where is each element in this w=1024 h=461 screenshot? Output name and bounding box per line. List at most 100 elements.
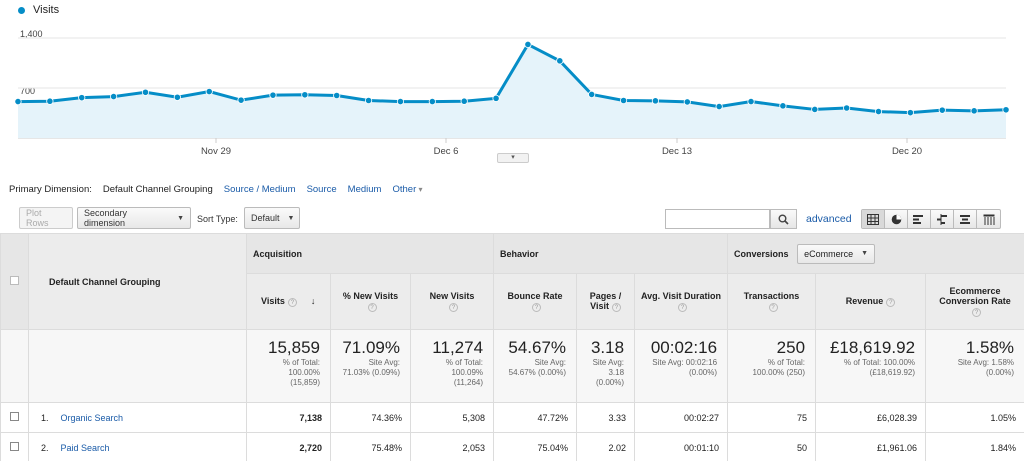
- pie-view-button[interactable]: [885, 210, 908, 228]
- data-point[interactable]: [110, 92, 118, 101]
- data-table-view-button[interactable]: [862, 210, 885, 228]
- col-transactions[interactable]: Transactions?: [727, 273, 817, 330]
- col-bounce-rate[interactable]: Bounce Rate?: [493, 273, 578, 330]
- help-icon[interactable]: ?: [678, 302, 688, 312]
- advanced-filter-link[interactable]: advanced: [806, 213, 852, 225]
- total-value: 3.18: [590, 338, 625, 357]
- help-icon[interactable]: ?: [532, 302, 542, 312]
- dimension-header[interactable]: Default Channel Grouping: [28, 233, 247, 330]
- row-dimension-link[interactable]: Organic Search: [60, 412, 124, 423]
- total-cell: 3.18 Site Avg: 3.18 (0.00%): [576, 329, 636, 403]
- total-value: 250: [776, 338, 806, 357]
- data-point[interactable]: [906, 109, 914, 117]
- data-point[interactable]: [651, 97, 660, 105]
- row-cell: 1.84%: [925, 432, 1024, 461]
- data-point[interactable]: [14, 97, 22, 106]
- col-ecommerce-conversion-rate[interactable]: Ecommerce Conversion Rate?: [925, 273, 1024, 330]
- help-icon[interactable]: ?: [367, 302, 377, 312]
- plot-rows-button[interactable]: Plot Rows: [19, 207, 73, 229]
- data-point[interactable]: [78, 94, 86, 102]
- row-cell: £6,028.39: [815, 402, 927, 433]
- dimension-link-medium[interactable]: Medium: [347, 184, 382, 195]
- col-avg-visit-duration[interactable]: Avg. Visit Duration?: [634, 273, 729, 330]
- search-icon: [778, 214, 789, 225]
- row-index: 1.: [41, 412, 49, 423]
- total-sub: Site Avg: 1.58%: [957, 358, 1015, 367]
- total-sub: % of Total:: [445, 358, 484, 367]
- total-cell: £18,619.92% of Total: 100.00% (£18,619.92…: [815, 329, 927, 403]
- data-point[interactable]: [428, 97, 436, 106]
- help-icon[interactable]: ?: [886, 297, 896, 307]
- legend-label: Visits: [33, 4, 60, 16]
- data-point[interactable]: [683, 98, 691, 106]
- data-point[interactable]: [747, 97, 755, 106]
- help-icon[interactable]: ?: [287, 297, 297, 307]
- row-cell: 47.72%: [493, 402, 578, 433]
- dimension-link-source[interactable]: Source: [306, 184, 337, 195]
- row-cell: 75.04%: [493, 432, 578, 461]
- data-point[interactable]: [301, 91, 309, 99]
- select-all-checkbox[interactable]: [0, 233, 29, 330]
- data-point[interactable]: [364, 96, 373, 105]
- totals-spacer: [0, 329, 29, 403]
- data-point[interactable]: [333, 91, 341, 100]
- data-point[interactable]: [874, 107, 883, 116]
- table-search-input[interactable]: [665, 209, 770, 229]
- data-point[interactable]: [460, 97, 468, 105]
- total-sub: 100.09%: [451, 368, 484, 377]
- data-point[interactable]: [205, 87, 213, 96]
- group-behavior: Behavior: [493, 233, 729, 274]
- data-point[interactable]: [779, 102, 787, 110]
- data-point[interactable]: [396, 97, 405, 106]
- data-point[interactable]: [811, 105, 819, 114]
- checkbox[interactable]: [10, 276, 19, 285]
- help-icon[interactable]: ?: [449, 302, 459, 312]
- data-point[interactable]: [524, 40, 532, 49]
- data-point[interactable]: [141, 88, 150, 96]
- col-pct-new-visits[interactable]: % New Visits?: [330, 273, 411, 330]
- data-point[interactable]: [269, 91, 277, 99]
- comparison-view-button[interactable]: [931, 210, 954, 228]
- data-point[interactable]: [619, 96, 628, 105]
- row-checkbox[interactable]: [10, 412, 19, 421]
- visits-chart[interactable]: Visits 1,400 700 Nov 29 Dec 6 Dec 13 Dec…: [0, 0, 1024, 165]
- chart-resize-handle[interactable]: ▾: [497, 153, 529, 163]
- row-dimension-link[interactable]: Paid Search: [60, 442, 110, 453]
- row-cell: 2.02: [576, 432, 636, 461]
- sort-type-dropdown[interactable]: Default ▼: [244, 207, 300, 229]
- pivot-view-button[interactable]: [977, 210, 1000, 228]
- performance-view-button[interactable]: [908, 210, 931, 228]
- data-point[interactable]: [1002, 106, 1010, 114]
- data-point[interactable]: [46, 97, 54, 105]
- total-sub: Site Avg: 00:02:16: [652, 358, 718, 367]
- total-sub: 54.67% (0.00%): [508, 368, 567, 377]
- data-point[interactable]: [237, 96, 245, 104]
- col-visits[interactable]: Visits? ↓: [246, 273, 331, 330]
- data-point[interactable]: [938, 106, 946, 114]
- data-point[interactable]: [970, 107, 978, 115]
- col-new-visits[interactable]: New Visits?: [409, 273, 495, 330]
- help-icon[interactable]: ?: [768, 302, 778, 312]
- total-cell: 71.09% Site Avg: 71.03% (0.09%): [330, 329, 411, 403]
- dimension-link-source-medium[interactable]: Source / Medium: [223, 184, 296, 195]
- help-icon[interactable]: ?: [611, 302, 621, 312]
- data-point[interactable]: [492, 94, 500, 102]
- search-button[interactable]: [770, 209, 797, 229]
- data-point[interactable]: [715, 102, 723, 111]
- dimension-other-dropdown[interactable]: Other: [392, 184, 422, 195]
- data-point[interactable]: [173, 93, 181, 101]
- row-cell: 7,138: [246, 402, 331, 433]
- secondary-dimension-dropdown[interactable]: Secondary dimension ▼: [77, 207, 191, 229]
- col-pages-visit[interactable]: Pages / Visit?: [576, 273, 636, 330]
- conversions-type-value: eCommerce: [804, 248, 854, 259]
- help-icon[interactable]: ?: [972, 307, 982, 317]
- data-point[interactable]: [556, 57, 564, 65]
- term-cloud-view-button[interactable]: [954, 210, 977, 228]
- data-point[interactable]: [588, 90, 596, 99]
- col-label: Pages / Visit: [589, 291, 622, 312]
- col-revenue[interactable]: Revenue?: [815, 273, 927, 330]
- row-checkbox[interactable]: [10, 442, 19, 451]
- conversions-type-dropdown[interactable]: eCommerce ▼: [797, 243, 876, 264]
- total-sub: Site Avg:: [592, 358, 625, 367]
- data-point[interactable]: [843, 104, 851, 112]
